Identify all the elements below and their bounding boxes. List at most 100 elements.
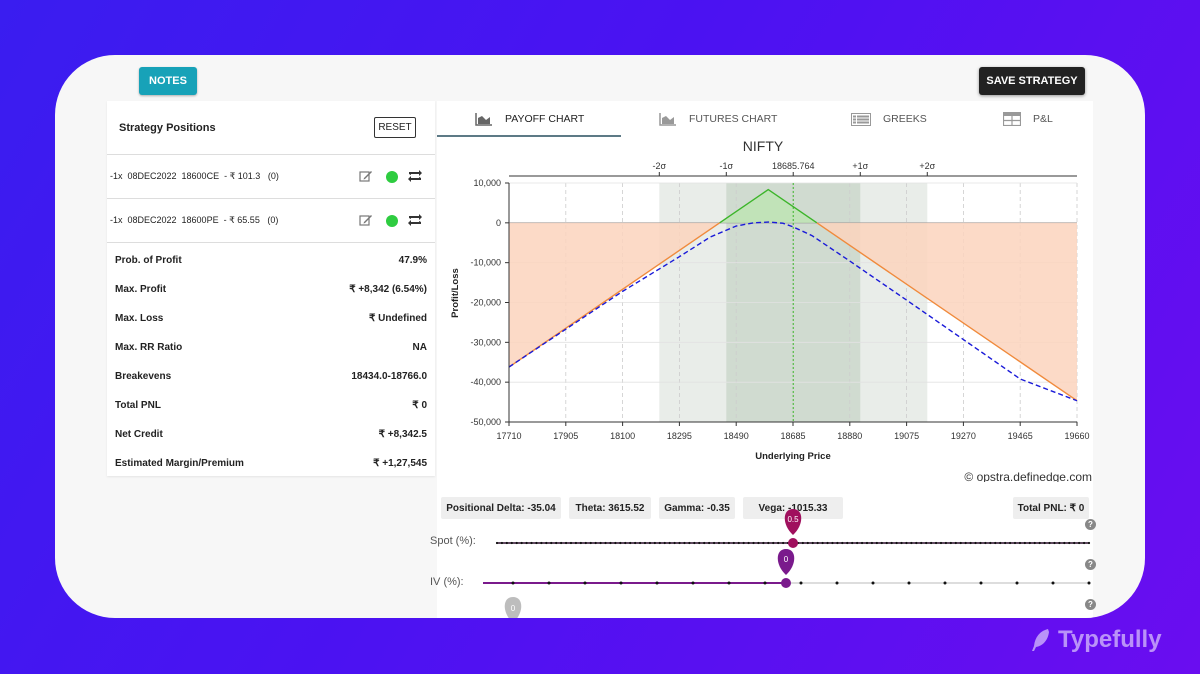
edit-icon[interactable] <box>359 169 373 188</box>
days-slider-handle[interactable]: 0 <box>504 597 522 618</box>
spot-track-dot <box>648 541 652 545</box>
iv-track-dot <box>727 581 731 585</box>
notes-button[interactable]: NOTES <box>139 67 197 95</box>
spot-track-dot <box>895 541 898 545</box>
spot-track-dot <box>801 541 804 545</box>
spot-track-dot <box>1043 541 1046 545</box>
area-chart-icon <box>475 112 492 126</box>
position-text: -1x 08DEC2022 18600CE - ₹ 101.3 (0) <box>110 171 279 181</box>
spot-track-dot <box>569 541 573 545</box>
status-dot[interactable] <box>386 171 398 183</box>
spot-track-dot <box>979 541 982 545</box>
iv-track-dot <box>1087 581 1091 585</box>
save-strategy-button[interactable]: SAVE STRATEGY <box>979 67 1085 95</box>
x-tick-label: 18295 <box>667 431 692 441</box>
x-tick-label: 19660 <box>1064 431 1089 441</box>
help-icon[interactable]: ? <box>1085 519 1096 530</box>
stat-value: 18434.0-18766.0 <box>351 371 427 382</box>
spot-track-dot <box>1023 541 1026 545</box>
spot-track-dot <box>500 541 504 545</box>
tab-pnl[interactable]: P&L <box>1003 101 1053 137</box>
spot-track-dot <box>1063 541 1066 545</box>
area-chart-icon <box>659 112 676 126</box>
spot-track-dot <box>564 541 568 545</box>
spot-track-dot <box>550 541 553 545</box>
spot-track-dot <box>989 541 992 545</box>
spot-track-dot <box>757 541 760 545</box>
list-icon <box>851 112 871 126</box>
y-tick-label: -10,000 <box>470 258 501 268</box>
stat-value: ₹ 0 <box>412 400 427 411</box>
spot-track-dot <box>826 541 829 545</box>
status-dot[interactable] <box>386 215 398 227</box>
stat-row: Prob. of Profit 47.9% <box>107 246 435 275</box>
spot-track-dot <box>614 541 617 545</box>
spot-track-dot <box>525 541 528 545</box>
spot-track-dot <box>1033 541 1036 545</box>
reset-button[interactable]: RESET <box>374 117 416 138</box>
x-tick-label: 19075 <box>894 431 919 441</box>
spot-track-dot <box>1073 541 1076 545</box>
x-tick-label: 18490 <box>724 431 749 441</box>
payoff-chart[interactable]: NIFTY 10,000 0 -10,000 -20,000 -30,000 -40,00… <box>437 137 1093 482</box>
spot-track-dot <box>638 541 642 545</box>
spot-track-dot <box>520 541 523 545</box>
spot-track-dot <box>560 541 563 545</box>
iv-track-dot <box>763 581 767 585</box>
spot-slider-handle[interactable]: 0.5 <box>784 509 802 548</box>
position-row: -1x 08DEC2022 18600PE - ₹ 65.55 (0) <box>107 199 435 243</box>
stat-value: ₹ Undefined <box>368 313 427 324</box>
x-axis-label: Underlying Price <box>755 451 831 462</box>
spot-track-dot <box>722 541 726 545</box>
y-tick-label: -50,000 <box>470 417 501 427</box>
spot-track-dot <box>772 541 775 545</box>
position-text: -1x 08DEC2022 18600PE - ₹ 65.55 (0) <box>110 215 279 225</box>
y-tick-label: -20,000 <box>470 298 501 308</box>
help-icon[interactable]: ? <box>1085 559 1096 570</box>
spot-track-dot <box>860 541 864 545</box>
spot-track-dot <box>1008 541 1012 545</box>
y-tick-label: -30,000 <box>470 337 501 347</box>
tab-payoff-chart[interactable]: PAYOFF CHART <box>475 101 584 137</box>
spot-track-dot <box>505 541 508 545</box>
x-tick-label: 18100 <box>610 431 635 441</box>
tab-label: GREEKS <box>883 113 927 125</box>
sigma-label: -1σ <box>720 161 734 171</box>
tab-greeks[interactable]: GREEKS <box>851 101 927 137</box>
spot-value: 0.5 <box>787 515 799 524</box>
spot-track-dot <box>1087 541 1091 545</box>
tab-futures-chart[interactable]: FUTURES CHART <box>659 101 777 137</box>
stat-row: Total PNL ₹ 0 <box>107 391 435 420</box>
swap-icon[interactable] <box>407 213 423 232</box>
stat-row: Breakevens 18434.0-18766.0 <box>107 362 435 391</box>
edit-icon[interactable] <box>359 213 373 232</box>
active-tab-indicator <box>437 135 621 137</box>
stat-label: Breakevens <box>115 371 172 382</box>
spot-track-dot <box>925 541 928 545</box>
sigma-label: +1σ <box>852 161 868 171</box>
stat-row: Net Credit ₹ +8,342.5 <box>107 420 435 449</box>
spot-track-dot <box>683 541 686 545</box>
spot-track-dot <box>974 541 977 545</box>
iv-slider-handle[interactable]: 0 <box>777 549 795 588</box>
spot-track-dot <box>910 541 913 545</box>
help-icon[interactable]: ? <box>1085 599 1096 610</box>
spot-track-dot <box>1082 541 1086 545</box>
stat-value: ₹ +1,27,545 <box>373 458 427 469</box>
spot-track-dot <box>964 541 967 545</box>
profit-area <box>719 189 817 223</box>
x-tick-label: 18880 <box>837 431 862 441</box>
stat-row: Estimated Margin/Premium ₹ +1,27,545 <box>107 449 435 478</box>
spot-track-dot <box>584 541 587 545</box>
spot-track-dot <box>836 541 839 545</box>
iv-slider[interactable] <box>483 581 1091 585</box>
spot-track-dot <box>698 541 701 545</box>
vega-value: Vega: -1015.33 <box>743 497 843 519</box>
loss-area <box>816 222 1077 401</box>
tab-label: FUTURES CHART <box>689 113 778 125</box>
sliders-area: 0.5 0 0 <box>483 509 1091 618</box>
spot-track-dot <box>574 541 578 545</box>
spot-track-dot <box>624 541 627 545</box>
x-tick-label: 19270 <box>951 431 976 441</box>
swap-icon[interactable] <box>407 169 423 188</box>
